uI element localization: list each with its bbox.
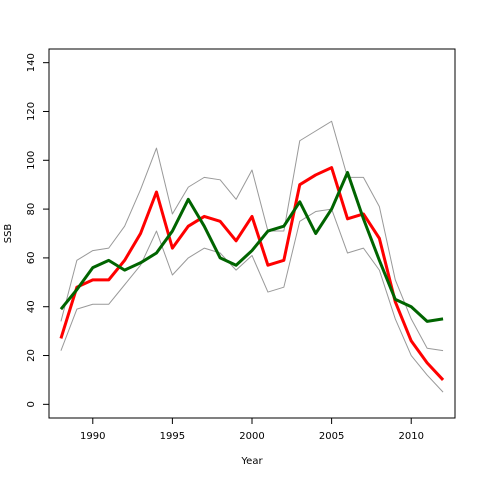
y-tick-label: 120 bbox=[26, 102, 37, 121]
y-tick-label: 20 bbox=[26, 349, 37, 362]
plot-frame bbox=[48, 48, 456, 419]
y-tick-label: 40 bbox=[26, 300, 37, 313]
y-tick-label: 140 bbox=[26, 53, 37, 72]
y-tick-label: 0 bbox=[26, 401, 37, 407]
y-axis-title: SSB bbox=[3, 224, 14, 244]
series-line-1 bbox=[60, 120, 444, 352]
x-tick-label: 2000 bbox=[239, 431, 264, 442]
y-tick-label: 80 bbox=[26, 203, 37, 216]
y-tick-label: 60 bbox=[26, 252, 37, 265]
x-tick-label: 1995 bbox=[160, 431, 185, 442]
x-tick-label: 2005 bbox=[319, 431, 344, 442]
x-tick-label: 2010 bbox=[398, 431, 423, 442]
y-tick-label: 100 bbox=[26, 151, 37, 170]
series-line-4 bbox=[59, 170, 444, 323]
series-line-2 bbox=[60, 208, 444, 393]
x-tick-label: 1990 bbox=[80, 431, 105, 442]
x-axis-title: Year bbox=[240, 456, 263, 467]
series-line-3 bbox=[59, 166, 445, 381]
